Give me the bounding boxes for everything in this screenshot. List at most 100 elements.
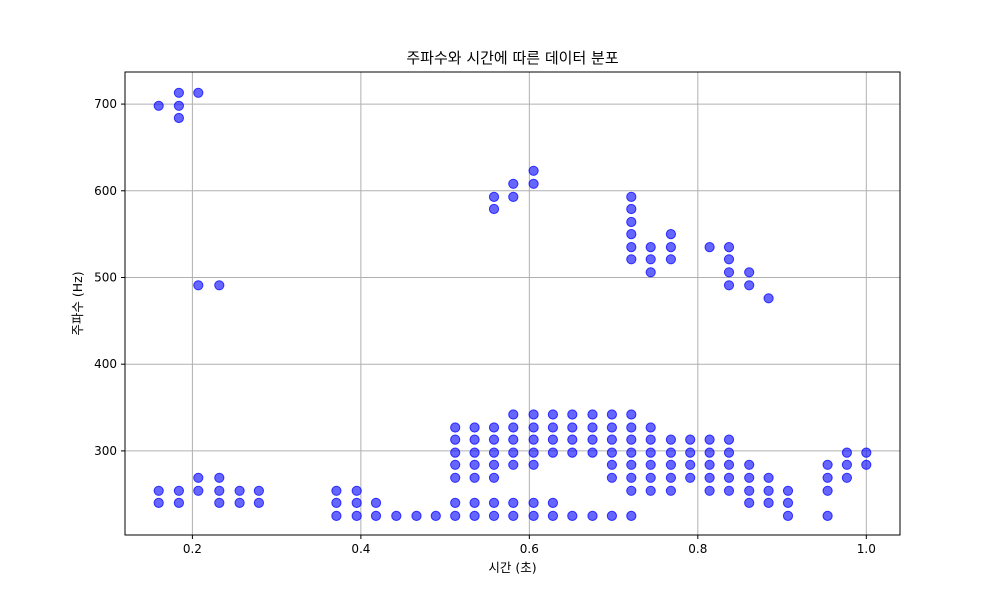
scatter-point [587, 409, 598, 420]
scatter-point [822, 472, 833, 483]
scatter-point [153, 497, 164, 508]
axis-ticks: 0.2 0.4 0.6 0.8 1.0 300 400 500 600 700 [94, 97, 876, 556]
scatter-point [508, 191, 519, 202]
x-tick-label: 0.8 [688, 542, 707, 556]
chart-title: 주파수와 시간에 따른 데이터 분포 [406, 49, 618, 67]
scatter-point [193, 87, 204, 98]
scatter-point [488, 472, 500, 483]
scatter-point [173, 100, 184, 111]
scatter-point [626, 203, 637, 215]
scatter-point [547, 409, 559, 420]
scatter-point [626, 485, 637, 496]
x-tick-label: 0.6 [520, 542, 539, 556]
scatter-point [665, 485, 677, 496]
scatter-point [704, 485, 715, 496]
scatter-point [645, 254, 656, 265]
scatter-point [547, 447, 559, 458]
scatter-point [626, 472, 637, 483]
scatter-point [528, 497, 539, 508]
scatter-point [665, 447, 677, 458]
scatter-point [173, 497, 184, 508]
scatter-point [214, 280, 225, 291]
scatter-point [606, 434, 618, 445]
y-axis-title: 주파수 (Hz) [70, 271, 85, 335]
scatter-point [744, 459, 755, 470]
scatter-point [763, 485, 774, 496]
scatter-point [861, 447, 872, 458]
scatter-point [528, 422, 539, 433]
scatter-point [331, 485, 342, 496]
scatter-point [587, 510, 598, 522]
y-tick-label: 300 [94, 444, 117, 458]
scatter-point [685, 447, 696, 458]
scatter-point [685, 472, 696, 483]
scatter-point [763, 497, 774, 508]
scatter-point [665, 229, 677, 240]
scatter-point [430, 510, 441, 522]
scatter-point [723, 472, 735, 483]
scatter-point [626, 434, 637, 445]
scatter-point [547, 497, 559, 508]
scatter-point [665, 459, 677, 470]
scatter-point [567, 422, 578, 433]
scatter-point [645, 459, 656, 470]
scatter-point [547, 422, 559, 433]
scatter-point [822, 459, 833, 470]
scatter-point [841, 447, 853, 458]
y-tick-label: 700 [94, 97, 117, 111]
scatter-point [704, 447, 715, 458]
scatter-point [626, 447, 637, 458]
scatter-point [744, 280, 755, 291]
scatter-point [665, 472, 677, 483]
scatter-point [841, 472, 853, 483]
scatter-point [763, 293, 774, 304]
scatter-point [782, 510, 794, 522]
scatter-point [351, 510, 362, 522]
scatter-point [528, 178, 539, 189]
scatter-point [704, 242, 715, 253]
scatter-point [645, 434, 656, 445]
scatter-point [567, 447, 578, 458]
scatter-point [469, 434, 480, 445]
scatter-point [606, 409, 618, 420]
scatter-point [488, 422, 500, 433]
scatter-point [763, 472, 774, 483]
scatter-point [626, 254, 637, 265]
scatter-point [782, 485, 794, 496]
scatter-point [723, 254, 735, 265]
scatter-point [214, 485, 225, 496]
scatter-point [744, 497, 755, 508]
scatter-point [508, 409, 519, 420]
scatter-point [351, 485, 362, 496]
scatter-point [723, 447, 735, 458]
scatter-point [547, 510, 559, 522]
scatter-point [193, 472, 204, 483]
scatter-point [214, 472, 225, 483]
y-tick-label: 500 [94, 270, 117, 284]
scatter-point [645, 447, 656, 458]
scatter-point [704, 434, 715, 445]
scatter-point [626, 229, 637, 240]
scatter-point [450, 434, 461, 445]
scatter-point [626, 510, 637, 522]
scatter-point [488, 510, 500, 522]
scatter-point [704, 459, 715, 470]
scatter-point [153, 485, 164, 496]
scatter-point [704, 472, 715, 483]
scatter-point [253, 497, 264, 508]
scatter-point [173, 112, 184, 124]
scatter-point [528, 409, 539, 420]
scatter-point [645, 267, 656, 278]
scatter-point [528, 447, 539, 458]
scatter-point [253, 485, 264, 496]
scatter-point [587, 422, 598, 433]
scatter-point [606, 459, 618, 470]
scatter-point [685, 434, 696, 445]
scatter-point [508, 459, 519, 470]
scatter-point [841, 459, 853, 470]
scatter-point [723, 485, 735, 496]
x-axis-title: 시간 (초) [488, 560, 536, 575]
scatter-point [469, 497, 480, 508]
scatter-point [488, 447, 500, 458]
